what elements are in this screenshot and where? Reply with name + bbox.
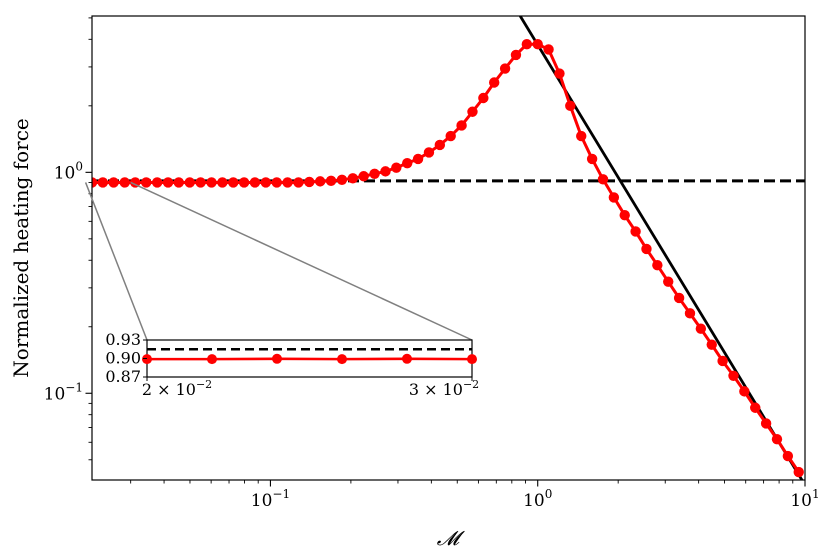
data-point [576, 130, 587, 142]
inset-y-tick-label: 0.87 [105, 367, 141, 386]
data-point [314, 176, 326, 187]
data-point [184, 177, 195, 188]
data-point [92, 177, 98, 188]
data-point [238, 177, 250, 188]
inset-data-point [467, 354, 477, 365]
data-point [760, 418, 772, 429]
x-tick-label: 100 [523, 487, 552, 511]
data-point [228, 177, 239, 188]
data-point [619, 209, 630, 221]
data-point [141, 177, 152, 188]
data-point [217, 177, 228, 188]
data-point [728, 370, 739, 381]
data-point [304, 176, 315, 188]
data-point [750, 402, 761, 413]
data-point [195, 177, 206, 188]
data-point [521, 39, 533, 50]
data-series-line [92, 42, 800, 473]
data-point [565, 100, 576, 112]
main-plot-series [92, 16, 805, 480]
data-point [412, 153, 424, 165]
data-point [260, 177, 272, 188]
data-point [608, 192, 620, 203]
data-point [684, 308, 696, 319]
data-point [771, 433, 783, 445]
data-point [499, 63, 511, 74]
y-tick-label: 100 [54, 159, 83, 183]
data-point [369, 168, 380, 179]
data-point [478, 92, 489, 104]
connector-line-right [130, 181, 473, 341]
data-point [706, 339, 717, 350]
data-point [434, 139, 446, 151]
data-point [282, 177, 293, 188]
data-point [673, 292, 685, 304]
data-point [739, 386, 750, 397]
data-point [445, 130, 456, 142]
data-point [782, 450, 794, 462]
data-point [543, 44, 554, 55]
inset-data-point [207, 354, 217, 365]
data-point [467, 106, 478, 117]
data-point [489, 77, 500, 88]
data-point [456, 120, 467, 131]
data-point [358, 171, 369, 182]
inset-data-point [337, 354, 347, 365]
inset-y-tick-label: 0.93 [105, 330, 141, 349]
data-point [554, 68, 565, 79]
data-point [717, 355, 728, 367]
data-point [630, 226, 641, 237]
data-point [325, 175, 337, 187]
data-point [652, 259, 663, 271]
inset-data-point [402, 353, 412, 364]
inset-data-point [142, 354, 152, 365]
data-point [151, 177, 163, 188]
inset-zoom-plot: 0.930.900.872 × 10−2 3 × 10−2 [105, 330, 479, 399]
data-point [206, 177, 217, 188]
plot-frame [91, 15, 806, 481]
inset-x-tick-label: 2 × 10−2 [142, 378, 212, 399]
data-point [423, 147, 435, 158]
data-point [510, 49, 522, 61]
main-axes: 10−1 100 101 10−1 100 [44, 15, 820, 511]
data-point [249, 177, 261, 188]
x-axis-title: 𝓜 [437, 526, 466, 550]
y-tick-label: 10−1 [44, 380, 83, 404]
connector-line-left [84, 182, 148, 341]
data-point [597, 174, 609, 185]
data-point [391, 162, 402, 173]
inset-data-point [272, 353, 282, 364]
inset-x-tick-label: 3 × 10−2 [409, 378, 479, 399]
data-point [271, 177, 282, 188]
data-point [119, 177, 130, 188]
data-point [641, 243, 652, 255]
data-point [695, 323, 707, 334]
x-tick-label: 10−1 [251, 487, 290, 511]
data-point [793, 466, 804, 478]
zoom-connector-lines [84, 181, 473, 341]
data-point [173, 177, 184, 188]
data-point [108, 177, 119, 188]
data-point [336, 174, 348, 186]
data-point [532, 39, 543, 50]
data-point [293, 177, 304, 188]
y-axis-title: Normalized heating force [9, 118, 33, 377]
data-point [586, 153, 598, 165]
data-point [380, 166, 391, 177]
data-point [347, 173, 359, 184]
inset-y-tick-label: 0.90 [105, 349, 141, 368]
data-point [162, 177, 174, 188]
data-point [97, 177, 109, 188]
data-point [402, 157, 413, 169]
data-point [663, 276, 674, 287]
x-tick-label: 101 [790, 487, 819, 511]
